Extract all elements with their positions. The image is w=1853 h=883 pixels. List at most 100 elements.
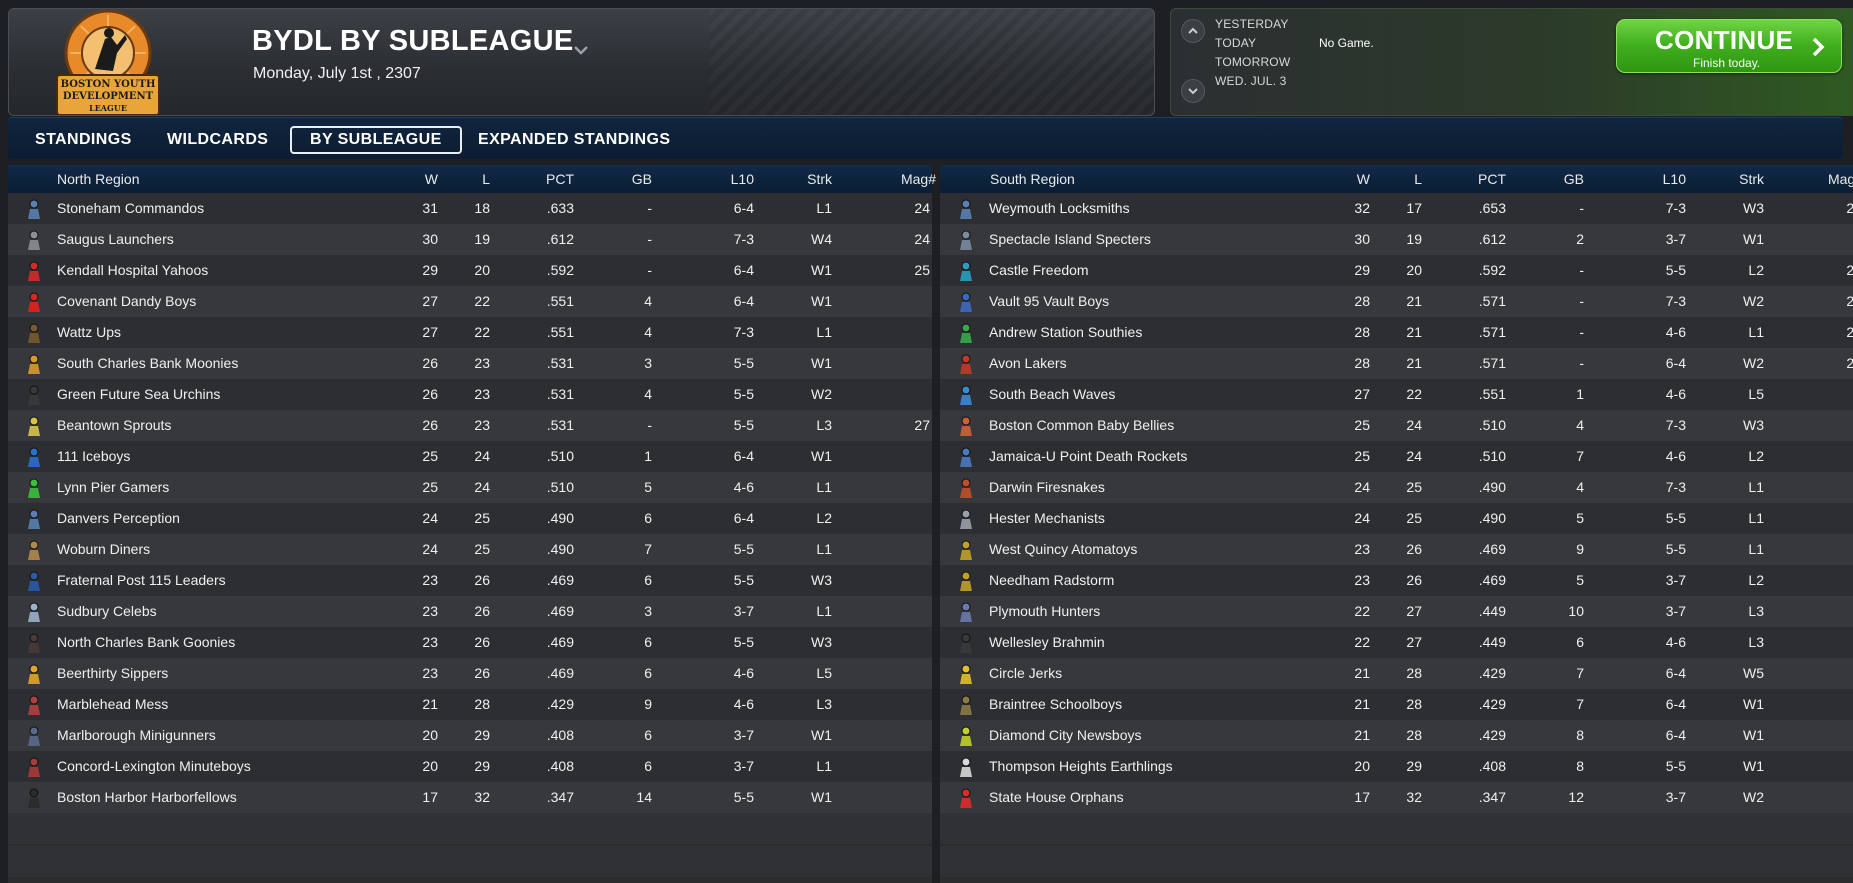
team-name[interactable]: Wellesley Brahmin [989, 634, 1105, 650]
table-row[interactable]: Plymouth Hunters 22 27 .449 10 3-7 L3 [940, 596, 1853, 627]
table-row[interactable]: Beantown Sprouts 26 23 .531 - 5-5 L3 27 [8, 410, 932, 441]
team-name[interactable]: Boston Common Baby Bellies [989, 417, 1175, 433]
table-row[interactable]: Marblehead Mess 21 28 .429 9 4-6 L3 [8, 689, 932, 720]
table-row[interactable]: Needham Radstorm 23 26 .469 5 3-7 L2 [940, 565, 1853, 596]
table-row[interactable]: Wattz Ups 27 22 .551 4 7-3 L1 [8, 317, 932, 348]
table-row[interactable]: South Beach Waves 27 22 .551 1 4-6 L5 [940, 379, 1853, 410]
table-row[interactable]: State House Orphans 17 32 .347 12 3-7 W2 [940, 782, 1853, 813]
team-name[interactable]: Weymouth Locksmiths [989, 200, 1130, 216]
schedule-day-next[interactable]: WED. JUL. 3 [1215, 74, 1287, 88]
tab-expanded-standings[interactable]: EXPANDED STANDINGS [478, 131, 671, 148]
team-name[interactable]: Marlborough Minigunners [57, 727, 216, 743]
table-row[interactable]: Andrew Station Southies 28 21 .571 - 4-6 L1 28 [940, 317, 1853, 348]
team-name[interactable]: Hester Mechanists [989, 510, 1105, 526]
table-row[interactable]: Vault 95 Vault Boys 28 21 .571 - 7-3 W2 24 [940, 286, 1853, 317]
schedule-day-today[interactable]: TODAY [1215, 36, 1257, 50]
table-row[interactable]: Avon Lakers 28 21 .571 - 6-4 W2 28 [940, 348, 1853, 379]
team-name[interactable]: Saugus Launchers [57, 231, 174, 247]
team-name[interactable]: North Charles Bank Goonies [57, 634, 236, 650]
team-name[interactable]: Kendall Hospital Yahoos [57, 262, 209, 278]
col-header-mag[interactable]: Mag# [1827, 171, 1853, 187]
team-name[interactable]: Boston Harbor Harborfellows [57, 789, 237, 805]
table-row[interactable]: Hester Mechanists 24 25 .490 5 5-5 L1 [940, 503, 1853, 534]
col-header-w[interactable]: W [1356, 171, 1370, 187]
team-name[interactable]: State House Orphans [989, 789, 1124, 805]
team-name[interactable]: Diamond City Newsboys [989, 727, 1142, 743]
col-header-l[interactable]: L [1414, 171, 1422, 187]
table-row[interactable]: West Quincy Atomatoys 23 26 .469 9 5-5 L1 [940, 534, 1853, 565]
team-name[interactable]: Lynn Pier Gamers [57, 479, 170, 495]
table-row[interactable]: Beerthirty Sippers 23 26 .469 6 4-6 L5 [8, 658, 932, 689]
tab-wildcards[interactable]: WILDCARDS [167, 131, 269, 148]
col-header-w[interactable]: W [424, 171, 438, 187]
team-name[interactable]: Beerthirty Sippers [57, 665, 169, 681]
col-header-pct[interactable]: PCT [1478, 171, 1506, 187]
table-row[interactable]: Weymouth Locksmiths 32 17 .653 - 7-3 W3 26 [940, 193, 1853, 224]
team-name[interactable]: Avon Lakers [989, 355, 1067, 371]
schedule-up-button[interactable] [1181, 19, 1205, 43]
team-name[interactable]: Marblehead Mess [57, 696, 169, 712]
team-name[interactable]: Plymouth Hunters [989, 603, 1101, 619]
team-name[interactable]: Castle Freedom [989, 262, 1089, 278]
col-header-l10[interactable]: L10 [1662, 171, 1686, 187]
table-row[interactable]: Danvers Perception 24 25 .490 6 6-4 L2 [8, 503, 932, 534]
table-row[interactable]: Stoneham Commandos 31 18 .633 - 6-4 L1 24 [8, 193, 932, 224]
team-name[interactable]: Vault 95 Vault Boys [989, 293, 1110, 309]
table-row[interactable]: Saugus Launchers 30 19 .612 - 7-3 W4 24 [8, 224, 932, 255]
team-name[interactable]: Green Future Sea Urchins [57, 386, 221, 402]
team-name[interactable]: Wattz Ups [57, 324, 122, 340]
table-row[interactable]: Kendall Hospital Yahoos 29 20 .592 - 6-4 W1 25 [8, 255, 932, 286]
table-row[interactable]: Fraternal Post 115 Leaders 23 26 .469 6 5-5 W3 [8, 565, 932, 596]
table-row[interactable]: Braintree Schoolboys 21 28 .429 7 6-4 W1 [940, 689, 1853, 720]
table-row[interactable]: Boston Common Baby Bellies 25 24 .510 4 7-3 W3 [940, 410, 1853, 441]
chevron-down-icon[interactable] [572, 41, 590, 59]
table-row[interactable]: Darwin Firesnakes 24 25 .490 4 7-3 L1 [940, 472, 1853, 503]
table-row[interactable]: Marlborough Minigunners 20 29 .408 6 3-7 W1 [8, 720, 932, 751]
col-header-gb[interactable]: GB [631, 171, 652, 187]
region-header[interactable]: South Region [990, 171, 1075, 187]
region-header[interactable]: North Region [57, 171, 140, 187]
team-name[interactable]: Danvers Perception [57, 510, 180, 526]
tab-standings[interactable]: STANDINGS [35, 131, 132, 148]
team-name[interactable]: Stoneham Commandos [57, 200, 205, 216]
col-header-l10[interactable]: L10 [730, 171, 754, 187]
team-name[interactable]: 111 Iceboys [57, 448, 131, 464]
continue-button[interactable]: CONTINUE Finish today. [1616, 19, 1842, 73]
team-name[interactable]: South Beach Waves [989, 386, 1116, 402]
schedule-down-button[interactable] [1181, 79, 1205, 103]
col-header-strk[interactable]: Strk [1739, 171, 1764, 187]
table-row[interactable]: 111 Iceboys 25 24 .510 1 6-4 W1 [8, 441, 932, 472]
team-name[interactable]: Andrew Station Southies [989, 324, 1143, 340]
col-header-l[interactable]: L [482, 171, 490, 187]
team-name[interactable]: Braintree Schoolboys [989, 696, 1123, 712]
table-row[interactable]: South Charles Bank Moonies 26 23 .531 3 5-5 W1 [8, 348, 932, 379]
table-row[interactable]: Jamaica-U Point Death Rockets 25 24 .510 7 4-… [940, 441, 1853, 472]
col-header-strk[interactable]: Strk [807, 171, 832, 187]
team-name[interactable]: Thompson Heights Earthlings [989, 758, 1173, 774]
team-name[interactable]: Covenant Dandy Boys [57, 293, 197, 309]
col-header-mag[interactable]: Mag# [900, 171, 936, 187]
team-name[interactable]: Needham Radstorm [989, 572, 1115, 588]
table-row[interactable]: Sudbury Celebs 23 26 .469 3 3-7 L1 [8, 596, 932, 627]
team-name[interactable]: Darwin Firesnakes [989, 479, 1105, 495]
col-header-gb[interactable]: GB [1563, 171, 1584, 187]
schedule-day-yesterday[interactable]: YESTERDAY [1215, 17, 1289, 31]
tab-by-subleague[interactable]: BY SUBLEAGUE [290, 126, 462, 154]
team-name[interactable]: Concord-Lexington Minuteboys [57, 758, 251, 774]
table-row[interactable]: Lynn Pier Gamers 25 24 .510 5 4-6 L1 [8, 472, 932, 503]
team-name[interactable]: West Quincy Atomatoys [989, 541, 1138, 557]
team-name[interactable]: Spectacle Island Specters [989, 231, 1151, 247]
table-row[interactable]: Concord-Lexington Minuteboys 20 29 .408 6 3-7… [8, 751, 932, 782]
team-name[interactable]: Woburn Diners [57, 541, 151, 557]
table-row[interactable]: Boston Harbor Harborfellows 17 32 .347 14 5-5… [8, 782, 932, 813]
table-row[interactable]: Circle Jerks 21 28 .429 7 6-4 W5 [940, 658, 1853, 689]
table-row[interactable]: Covenant Dandy Boys 27 22 .551 4 6-4 W1 [8, 286, 932, 317]
table-row[interactable]: Castle Freedom 29 20 .592 - 5-5 L2 24 [940, 255, 1853, 286]
table-row[interactable]: Green Future Sea Urchins 26 23 .531 4 5-5 W2 [8, 379, 932, 410]
team-name[interactable]: Fraternal Post 115 Leaders [57, 572, 226, 588]
schedule-day-tomorrow[interactable]: TOMORROW [1215, 55, 1291, 69]
team-name[interactable]: Circle Jerks [989, 665, 1063, 681]
table-row[interactable]: Diamond City Newsboys 21 28 .429 8 6-4 W1 [940, 720, 1853, 751]
team-name[interactable]: Beantown Sprouts [57, 417, 172, 433]
team-name[interactable]: Sudbury Celebs [57, 603, 157, 619]
